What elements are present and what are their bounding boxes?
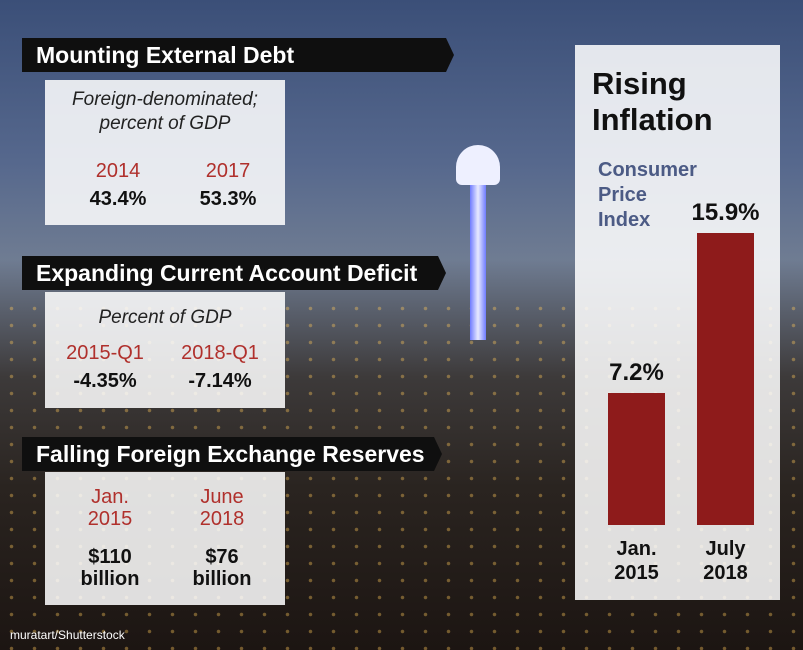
panel-box <box>45 80 285 225</box>
item-label: June 2018 <box>199 486 245 530</box>
panel-subtitle: Foreign-denominated; percent of GDP <box>72 89 258 134</box>
panel-heading: Falling Foreign Exchange Reserves <box>22 437 442 471</box>
item-value: -7.14% <box>188 370 252 392</box>
item-label: 2017 <box>205 160 251 182</box>
panel-box <box>45 292 285 408</box>
panel-heading: Mounting External Debt <box>22 38 454 72</box>
value-label: 15.9% <box>691 199 760 226</box>
chart-title: Rising Inflation <box>592 66 713 137</box>
item-value: $110 billion <box>80 546 140 590</box>
item-value: 43.4% <box>89 188 147 210</box>
x-tick-label: Jan. 2015 <box>614 538 659 584</box>
bar <box>697 233 754 525</box>
panel-heading: Expanding Current Account Deficit <box>22 256 446 290</box>
item-label: 2014 <box>95 160 141 182</box>
item-label: Jan. 2015 <box>87 486 133 530</box>
x-tick-label: July 2018 <box>703 538 748 584</box>
panel-subtitle: Percent of GDP <box>98 307 232 328</box>
bar <box>608 392 665 525</box>
item-label: 2018-Q1 <box>181 342 259 364</box>
panel-box <box>45 472 285 605</box>
item-value: $76 billion <box>192 546 252 590</box>
item-label: 2015-Q1 <box>66 342 144 364</box>
tower-top <box>456 145 500 185</box>
chart-subtitle: Consumer Price Index <box>598 159 697 231</box>
item-value: -4.35% <box>73 370 137 392</box>
item-value: 53.3% <box>199 188 257 210</box>
tower <box>470 170 486 340</box>
credit: muratart/Shutterstock <box>10 628 125 642</box>
value-label: 7.2% <box>609 358 664 386</box>
